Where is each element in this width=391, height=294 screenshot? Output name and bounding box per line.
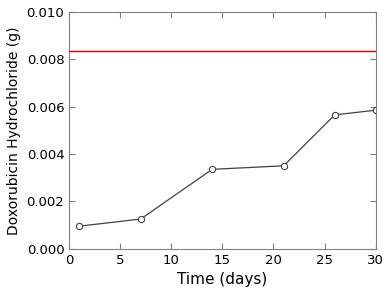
X-axis label: Time (days): Time (days) xyxy=(177,272,267,287)
Y-axis label: Doxorubicin Hydrochloride (g): Doxorubicin Hydrochloride (g) xyxy=(7,26,21,235)
